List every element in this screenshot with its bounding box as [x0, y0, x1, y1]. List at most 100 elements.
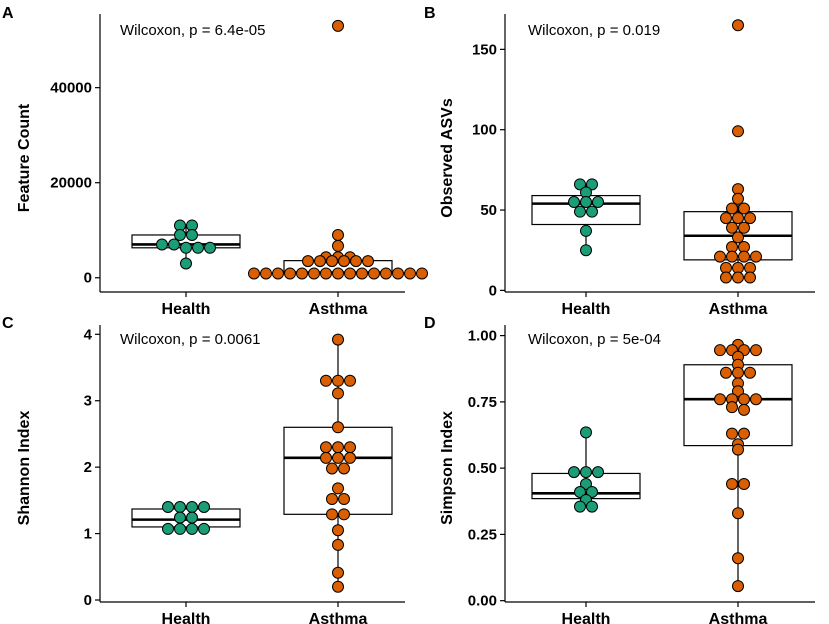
health-data-point [174, 228, 186, 241]
health-data-point [586, 485, 598, 498]
asthma-data-point [380, 267, 392, 280]
stat-label: Wilcoxon, p = 0.019 [528, 22, 660, 39]
health-box [131, 508, 241, 528]
health-data-point [168, 238, 180, 251]
y-tick-label: 0 [84, 592, 92, 609]
health-data-point [174, 501, 186, 514]
asthma-data-point [296, 267, 308, 280]
x-tick-label-asthma: Asthma [709, 301, 768, 318]
y-tick-label: 3 [84, 393, 92, 410]
asthma-data-point [738, 202, 750, 215]
panel-c: C Wilcoxon, p = 0.0061 Shannon Index 0 1 2… [2, 315, 405, 624]
y-axis-label: Feature Count [16, 103, 33, 212]
health-data-point [186, 522, 198, 535]
stat-label: Wilcoxon, p = 0.0061 [120, 331, 261, 348]
asthma-data-point [726, 250, 738, 263]
health-data-point [574, 205, 586, 218]
asthma-data-point [344, 441, 356, 454]
x-tick-label-health: Health [162, 611, 211, 624]
health-data-point [156, 238, 168, 251]
asthma-data-point [338, 462, 350, 475]
asthma-data-point [308, 267, 320, 280]
health-data-point [580, 466, 592, 479]
panel-b: B Wilcoxon, p = 0.019 Observed ASVs 0 50 1… [424, 5, 815, 318]
asthma-data-point [320, 451, 332, 464]
y-axis-label: Simpson Index [439, 411, 456, 525]
asthma-data-point [332, 19, 344, 32]
asthma-data-point [732, 507, 744, 520]
asthma-data-point [726, 221, 738, 234]
y-tick-label: 20000 [50, 175, 92, 192]
y-tick-label: 0 [84, 270, 92, 287]
asthma-data-point [726, 427, 738, 440]
panel-d: D Wilcoxon, p = 5e-04 Simpson Index 0.00… [424, 315, 815, 624]
asthma-data-point [332, 374, 344, 387]
asthma-data-point [326, 493, 338, 506]
health-data-point [568, 196, 580, 209]
stat-label: Wilcoxon, p = 5e-04 [528, 331, 661, 348]
panel-letter: C [2, 315, 14, 332]
asthma-data-point [326, 255, 338, 268]
health-data-point [174, 522, 186, 535]
asthma-data-point [332, 566, 344, 579]
health-data-point [192, 241, 204, 254]
asthma-data-point [744, 366, 756, 379]
asthma-data-point [332, 580, 344, 593]
asthma-data-point [338, 508, 350, 521]
asthma-data-point [416, 267, 428, 280]
asthma-data-point [744, 212, 756, 225]
panel-letter: A [2, 5, 14, 22]
asthma-data-point [720, 366, 732, 379]
health-data-point [580, 478, 592, 491]
asthma-data-point [720, 271, 732, 284]
asthma-data-point [350, 255, 362, 268]
health-data-point [586, 500, 598, 513]
health-data-point [198, 501, 210, 514]
asthma-data-point [732, 366, 744, 379]
y-tick-label: 4 [84, 326, 93, 343]
health-data-point [580, 224, 592, 237]
asthma-data-point [732, 231, 744, 244]
x-tick-label-health: Health [562, 301, 611, 318]
x-tick-label-health: Health [162, 301, 211, 318]
y-axis-label: Observed ASVs [439, 98, 456, 218]
asthma-data-point [750, 250, 762, 263]
y-tick-label: 0.75 [468, 394, 497, 411]
asthma-data-point [248, 267, 260, 280]
asthma-data-point [392, 267, 404, 280]
y-tick-label: 1.00 [468, 328, 497, 345]
asthma-data-point [368, 267, 380, 280]
y-tick-label: 0.50 [468, 460, 497, 477]
asthma-data-point [332, 333, 344, 346]
asthma-data-point [726, 401, 738, 414]
asthma-data-point [332, 441, 344, 454]
x-tick-label-asthma: Asthma [309, 301, 368, 318]
x-tick-label-health: Health [562, 611, 611, 624]
asthma-data-point [744, 271, 756, 284]
asthma-data-point [732, 443, 744, 456]
asthma-data-point [732, 125, 744, 138]
asthma-data-point [344, 374, 356, 387]
asthma-data-point [332, 482, 344, 495]
asthma-data-point [332, 451, 344, 464]
asthma-data-point [738, 393, 750, 406]
health-data-point [186, 501, 198, 514]
asthma-data-point [344, 451, 356, 464]
asthma-data-point [338, 493, 350, 506]
asthma-data-point [726, 478, 738, 491]
asthma-data-point [272, 267, 284, 280]
asthma-data-point [404, 267, 416, 280]
asthma-data-point [332, 267, 344, 280]
asthma-data-point [714, 250, 726, 263]
health-data-point [580, 244, 592, 257]
asthma-data-point [750, 344, 762, 357]
stat-label: Wilcoxon, p = 6.4e-05 [120, 22, 266, 39]
asthma-data-point [326, 508, 338, 521]
asthma-data-point [738, 427, 750, 440]
asthma-data-point [320, 441, 332, 454]
asthma-data-point [732, 552, 744, 565]
health-data-point [186, 511, 198, 524]
asthma-data-point [732, 212, 744, 225]
asthma-data-point [726, 202, 738, 215]
